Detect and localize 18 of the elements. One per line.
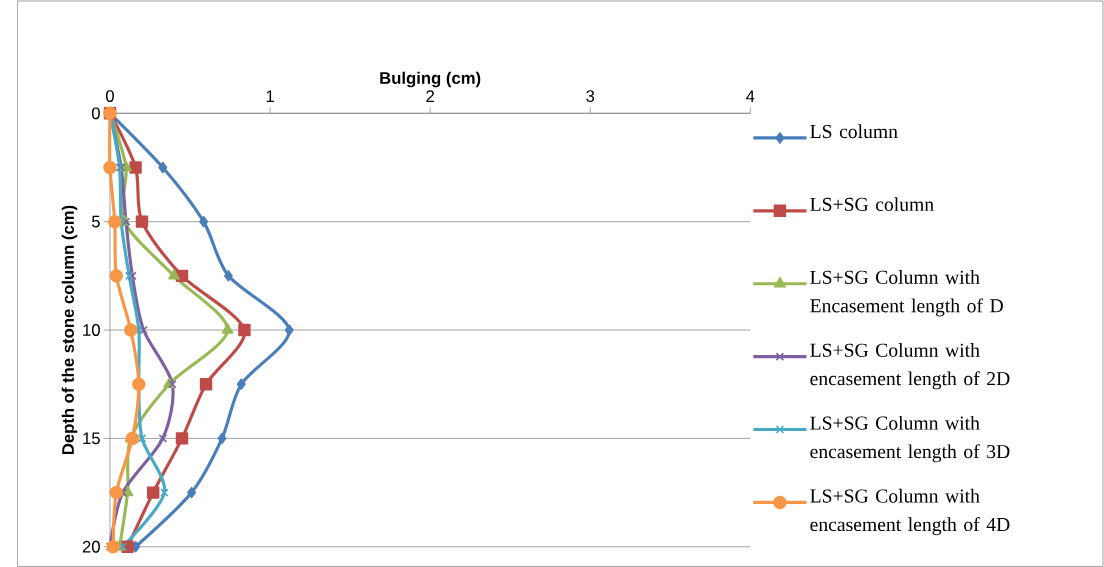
- legend-label: LS+SG Column with encasement length of 3D: [810, 415, 1010, 463]
- y-tick-label: 5: [91, 215, 100, 228]
- x-tick-label: 1: [266, 90, 274, 102]
- y-tick-label: 10: [83, 323, 100, 336]
- legend-label: LS column: [810, 124, 898, 138]
- y-tick-label: 15: [83, 432, 100, 445]
- y-axis-title: Depth of the stone column (cm): [61, 205, 78, 454]
- legend-label: LS+SG Column with encasement length of 4D: [810, 488, 1010, 535]
- x-tick-label: 0: [105, 89, 114, 102]
- x-axis-title: Bulging (cm): [380, 71, 481, 88]
- legend-label: LS+SG Column with Encasement length of D: [810, 269, 1003, 317]
- x-tick-label: 3: [586, 89, 595, 102]
- legend-label: LS+SG column: [810, 197, 934, 211]
- legend-label: LS+SG Column with encasement length of 2D: [810, 342, 1010, 390]
- y-tick-label: 20: [82, 540, 100, 553]
- x-tick-label: 4: [746, 90, 755, 102]
- x-tick-label: 2: [426, 90, 434, 102]
- y-tick-label: 0: [91, 107, 100, 119]
